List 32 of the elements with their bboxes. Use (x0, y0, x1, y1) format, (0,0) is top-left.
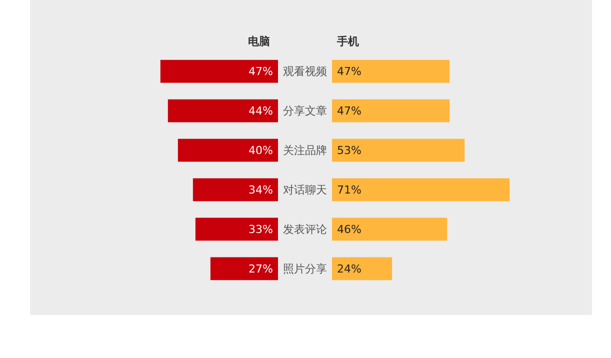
bar (195, 218, 278, 241)
y-tick-label: 照片分享 (283, 262, 327, 276)
y-tick-label: 发表评论 (283, 223, 327, 236)
data-label: 27% (248, 262, 273, 276)
bar (160, 60, 278, 83)
data-label: 44% (248, 104, 273, 118)
bar (332, 99, 450, 122)
bar (332, 60, 450, 83)
bar (332, 257, 392, 280)
chart-title: 手机 (336, 35, 359, 48)
data-label: 24% (337, 262, 362, 276)
bar (332, 138, 465, 162)
data-label: 47% (248, 65, 273, 78)
y-tick-label: 观看视频 (283, 65, 327, 78)
data-label: 53% (337, 144, 362, 158)
y-tick-label: 对话聊天 (283, 184, 327, 197)
bar (332, 178, 510, 202)
data-label: 46% (337, 223, 362, 236)
chart-title: 电脑 (248, 35, 270, 48)
data-label: 71% (337, 184, 362, 197)
y-tick-label: 关注品牌 (283, 144, 327, 158)
bar (210, 257, 278, 280)
data-label: 34% (248, 184, 273, 197)
bar (178, 138, 278, 162)
data-label: 47% (337, 104, 362, 118)
bar (332, 218, 448, 241)
bar (192, 178, 278, 202)
data-label: 33% (248, 223, 273, 236)
y-tick-label: 分享文章 (283, 104, 327, 118)
data-label: 40% (248, 144, 273, 158)
bar (168, 99, 278, 122)
data-label: 47% (337, 65, 362, 78)
